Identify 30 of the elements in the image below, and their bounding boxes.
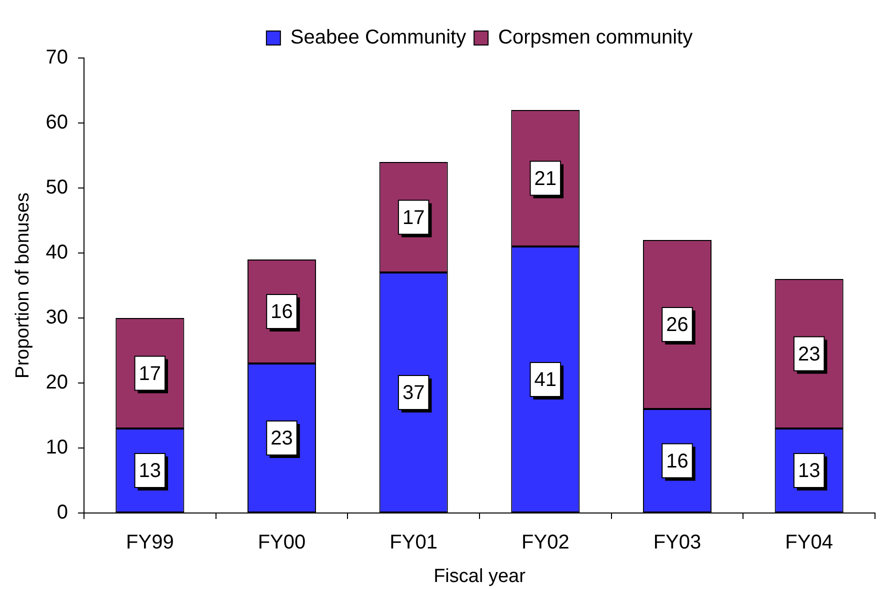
y-tick-label: 0	[56, 502, 68, 524]
x-tick-label: FY04	[785, 532, 833, 554]
x-tick-label: FY01	[390, 532, 438, 554]
data-label: 41	[534, 369, 557, 392]
y-tick-label: 50	[46, 176, 68, 199]
data-label: 16	[270, 301, 293, 324]
x-tick-label: FY02	[522, 532, 570, 554]
data-label: 13	[138, 460, 162, 482]
legend-label: Seabee Community	[290, 26, 466, 49]
y-tick-label: 40	[46, 242, 68, 264]
x-axis-title: Fiscal year	[434, 566, 526, 587]
data-label: 21	[534, 168, 557, 190]
legend-label: Corpsmen community	[498, 26, 693, 49]
x-tick-label: FY99	[126, 532, 174, 554]
data-label: 13	[798, 460, 820, 482]
data-label: 26	[666, 314, 688, 336]
data-label: 23	[270, 428, 293, 450]
data-label: 37	[402, 382, 425, 404]
data-label: 17	[138, 362, 162, 385]
data-label: 16	[666, 450, 688, 472]
data-label: 17	[402, 206, 425, 229]
y-axis-title: Proportion of bonuses	[12, 192, 34, 378]
y-tick-label: 60	[46, 112, 68, 134]
y-tick-label: 10	[46, 436, 68, 459]
x-tick-label: FY00	[258, 532, 306, 554]
y-tick-label: 70	[46, 46, 68, 69]
y-tick-label: 30	[46, 306, 68, 329]
y-tick-label: 20	[46, 372, 68, 394]
data-label: 23	[798, 343, 820, 366]
x-tick-label: FY03	[653, 532, 702, 554]
